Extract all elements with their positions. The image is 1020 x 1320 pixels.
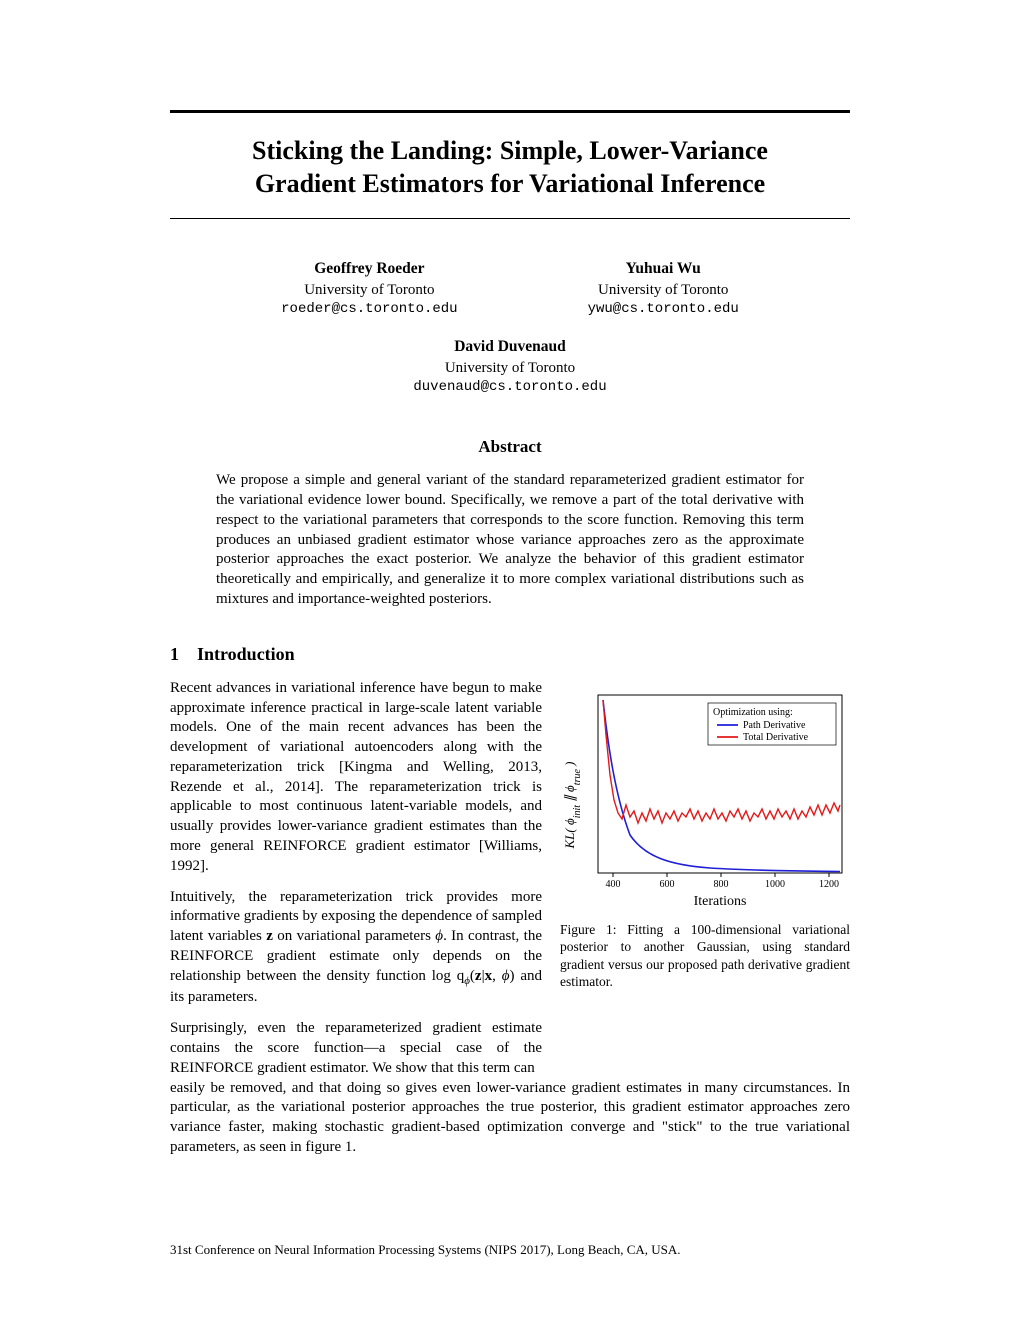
xtick-label: 800	[714, 879, 729, 890]
author-block: David Duvenaud University of Toronto duv…	[170, 337, 850, 397]
title-line1: Sticking the Landing: Simple, Lower-Vari…	[252, 136, 768, 165]
legend-label: Total Derivative	[743, 732, 809, 743]
top-rule	[170, 110, 850, 113]
x-ticks	[613, 873, 829, 877]
xtick-label: 400	[606, 879, 621, 890]
y-axis-label: KL( ϕinit ∥ ϕtrue )	[562, 761, 583, 849]
paper-page: Sticking the Landing: Simple, Lower-Vari…	[0, 0, 1020, 1208]
author-name: Geoffrey Roeder	[281, 259, 457, 280]
legend-label: Path Derivative	[743, 720, 806, 731]
xtick-label: 1200	[819, 879, 839, 890]
two-column-region: Recent advances in variational inference…	[170, 679, 850, 1079]
section-title: Introduction	[197, 644, 295, 664]
paragraph: Intuitively, the reparameterization tric…	[170, 888, 542, 1009]
section-heading: 1 Introduction	[170, 644, 850, 665]
author-affiliation: University of Toronto	[281, 280, 457, 300]
author-block: Yuhuai Wu University of Toronto ywu@cs.t…	[588, 259, 739, 319]
author-affiliation: University of Toronto	[588, 280, 739, 300]
title-line2: Gradient Estimators for Variational Infe…	[255, 169, 765, 198]
section-number: 1	[170, 644, 179, 665]
figure-caption: Figure 1: Fitting a 100-dimensional vari…	[560, 921, 850, 991]
paragraph: Recent advances in variational inference…	[170, 679, 542, 877]
bold-z: z	[266, 928, 273, 944]
figure-svg: KL( ϕinit ∥ ϕtrue ) 400 600 800 1000	[560, 685, 850, 910]
author-name: Yuhuai Wu	[588, 259, 739, 280]
abstract-heading: Abstract	[170, 437, 850, 457]
author-email: ywu@cs.toronto.edu	[588, 300, 739, 319]
caption-label: Figure 1:	[560, 922, 627, 937]
left-column: Recent advances in variational inference…	[170, 679, 542, 1079]
right-column: KL( ϕinit ∥ ϕtrue ) 400 600 800 1000	[560, 679, 850, 991]
paragraph-fullwidth: easily be removed, and that doing so giv…	[170, 1079, 850, 1158]
figure-1: KL( ϕinit ∥ ϕtrue ) 400 600 800 1000	[560, 685, 850, 991]
xtick-label: 600	[660, 879, 675, 890]
author-email: duvenaud@cs.toronto.edu	[170, 378, 850, 397]
author-email: roeder@cs.toronto.edu	[281, 300, 457, 319]
title-bottom-rule	[170, 218, 850, 219]
paper-title: Sticking the Landing: Simple, Lower-Vari…	[170, 135, 850, 200]
authors-row-bottom: David Duvenaud University of Toronto duv…	[170, 337, 850, 397]
paragraph: Surprisingly, even the reparameterized g…	[170, 1019, 542, 1078]
xtick-label: 1000	[765, 879, 785, 890]
text-run: on variational parameters	[273, 928, 435, 944]
density-args: (z|x, ϕ)	[470, 968, 515, 984]
abstract-body: We propose a simple and general variant …	[216, 471, 804, 610]
legend-title: Optimization using:	[713, 707, 793, 718]
author-block: Geoffrey Roeder University of Toronto ro…	[281, 259, 457, 319]
authors-row-top: Geoffrey Roeder University of Toronto ro…	[170, 259, 850, 319]
x-axis-label: Iterations	[694, 894, 747, 909]
author-name: David Duvenaud	[170, 337, 850, 358]
legend: Optimization using: Path Derivative Tota…	[708, 703, 836, 745]
conference-footer: 31st Conference on Neural Information Pr…	[170, 1242, 850, 1258]
phi-symbol: ϕ	[435, 928, 443, 944]
author-affiliation: University of Toronto	[170, 358, 850, 378]
